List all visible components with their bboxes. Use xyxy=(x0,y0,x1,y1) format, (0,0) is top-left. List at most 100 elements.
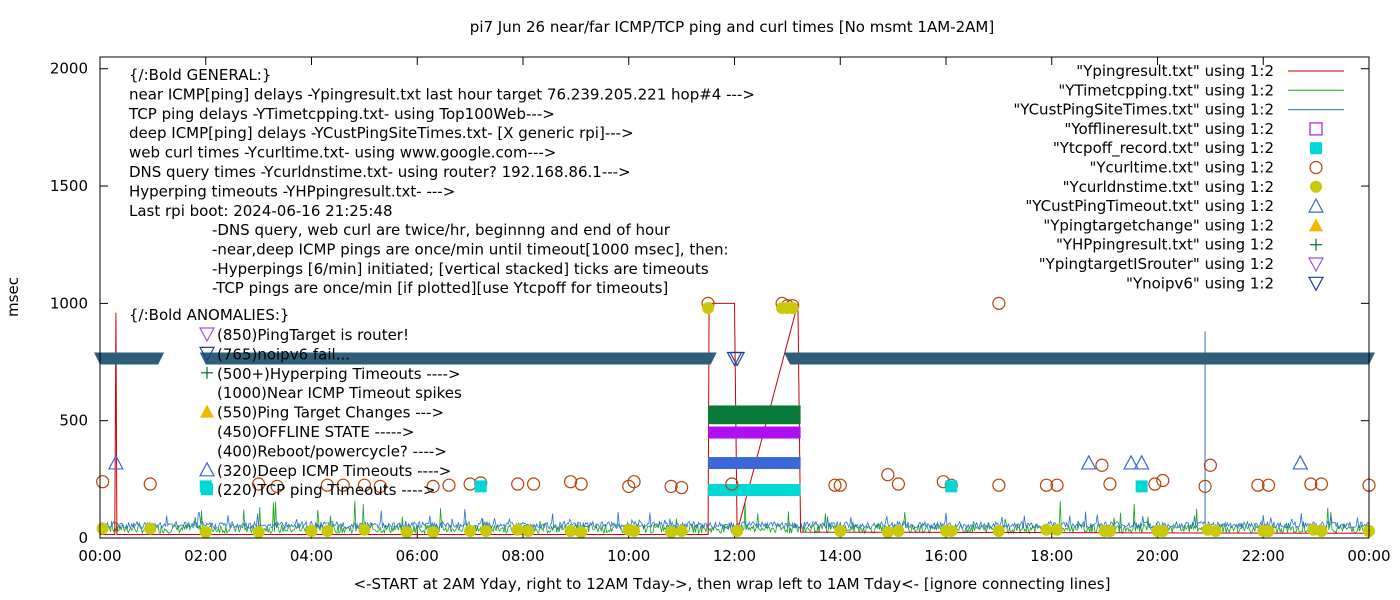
annotation-general: deep ICMP[ping] delays -YCustPingSiteTim… xyxy=(129,124,634,142)
legend-label: "Ycurldnstime.txt" using 1:2 xyxy=(1063,178,1274,196)
annotation-general: near ICMP[ping] delays -Ypingresult.txt … xyxy=(129,85,755,103)
point-Ycurldnstime xyxy=(400,526,413,539)
point-Ycurldnstime xyxy=(358,523,371,536)
x-tick-label: 18:00 xyxy=(1030,547,1073,565)
legend-label: "YpingtargetISrouter" using 1:2 xyxy=(1039,255,1274,273)
annotation-anomaly: (400)Reboot/powercycle? ----> xyxy=(217,442,447,460)
point-Ytcpoff_record xyxy=(474,480,487,493)
point-Ycurldnstime xyxy=(675,524,688,537)
plot-frame xyxy=(99,56,1370,539)
chart-title: pi7 Jun 26 near/far ICMP/TCP ping and cu… xyxy=(470,18,994,36)
y-tick-label: 500 xyxy=(59,412,88,430)
x-tick-label: 06:00 xyxy=(396,547,439,565)
noipv6-band xyxy=(94,352,165,365)
legend-marker xyxy=(1310,180,1322,193)
point-Ycurltime xyxy=(664,479,678,493)
point-Ycurltime xyxy=(627,475,641,489)
point-Ycurltime xyxy=(1039,478,1054,492)
legend-label: "Ytcpoff_record.txt" using 1:2 xyxy=(1053,139,1274,158)
point-Ycurltime xyxy=(675,480,689,495)
x-tick-label: 20:00 xyxy=(1136,547,1179,565)
x-tick-label: 10:00 xyxy=(607,547,650,565)
point-Ycurltime xyxy=(1103,477,1117,491)
point-Ycurltime xyxy=(563,475,578,489)
anomaly-marker xyxy=(198,346,216,362)
point-Ycurltime xyxy=(1203,458,1217,472)
point-Ycurltime xyxy=(336,478,350,492)
legend-label: "Ypingresult.txt" using 1:2 xyxy=(1076,62,1274,80)
anomaly-marker xyxy=(198,461,216,477)
point-Ycurltime xyxy=(270,479,284,493)
plot-area: 0 500 1000 1500 2000 00:00 02:00 04:00 06:00 08:0… xyxy=(50,57,1391,565)
point-Ycurltime xyxy=(1304,477,1318,491)
point-Ycurldnstime xyxy=(305,524,318,537)
annotation-note: -near,deep ICMP pings are once/min until… xyxy=(212,240,729,258)
x-tick-label: 14:00 xyxy=(819,547,862,565)
legend-marker xyxy=(1310,238,1322,251)
x-tick-label: 08:00 xyxy=(501,547,544,565)
annotation-anomaly: (220)TCP ping Timeouts ----> xyxy=(217,481,435,499)
point-Ycurldnstime xyxy=(252,526,265,539)
legend-marker xyxy=(1309,218,1323,232)
anomaly-marker xyxy=(201,483,213,496)
legend: "Ypingresult.txt" using 1:2"YTimetcpping… xyxy=(1013,62,1344,292)
noipv6-band xyxy=(784,352,1375,365)
legend-marker xyxy=(1307,276,1325,292)
y-axis-label: msec xyxy=(4,277,22,317)
annotation-general: Last rpi boot: 2024-06-16 21:25:48 xyxy=(129,202,393,220)
legend-marker xyxy=(1310,142,1322,155)
legend-label: "YCustPingTimeout.txt" using 1:2 xyxy=(1025,197,1274,215)
point-Ytcpoff_record xyxy=(1135,480,1148,493)
x-tick-label: 04:00 xyxy=(290,547,333,565)
legend-label: "Yofflineresult.txt" using 1:2 xyxy=(1064,120,1274,138)
point-Ycurldnstime xyxy=(834,524,847,537)
y-tick-label: 0 xyxy=(78,529,88,547)
point-Ycurldnstime xyxy=(564,524,577,537)
point-Ycurldnstime xyxy=(575,526,588,539)
point-Ycurltime xyxy=(426,479,440,493)
annotation-anomaly: (850)PingTarget is router! xyxy=(217,326,409,344)
point-Ycurltime xyxy=(96,475,110,489)
legend-marker xyxy=(1307,197,1325,213)
y-tick-label: 1500 xyxy=(50,177,88,195)
point-Ycurltime xyxy=(357,478,371,492)
annotations: {/:Bold GENERAL:}near ICMP[ping] delays … xyxy=(128,66,755,499)
x-tick-label: 00:00 xyxy=(78,547,121,565)
point-Ycurltime xyxy=(320,478,334,492)
point-Ycurltime xyxy=(1314,477,1329,491)
annotation-general: DNS query times -Ycurldnstime.txt- using… xyxy=(129,163,631,181)
point-Ycurldnstime xyxy=(427,526,440,539)
point-Ycurltime xyxy=(833,478,847,492)
x-tick-label: 12:00 xyxy=(713,547,756,565)
point-Ycurldnstime xyxy=(511,523,524,536)
annotation-anomaly: (450)OFFLINE STATE -----> xyxy=(217,423,414,441)
annotation-note: -TCP pings are once/min [if plotted][use… xyxy=(212,279,668,297)
legend-label: "YTimetcpping.txt" using 1:2 xyxy=(1058,81,1274,99)
point-Ycurltime xyxy=(622,479,636,493)
point-Ycurltime xyxy=(526,477,541,491)
point-Ycurltime xyxy=(143,477,157,491)
point-Ycurldnstime xyxy=(199,526,212,539)
annotation-note: -DNS query, web curl are twice/hr, begin… xyxy=(212,221,671,239)
point-Ycurldnstime xyxy=(945,524,958,537)
legend-label: "YCustPingSiteTimes.txt" using 1:2 xyxy=(1013,101,1274,119)
point-Ycurldnstime xyxy=(881,526,894,539)
point-YCustPingTimeout xyxy=(1080,454,1097,470)
point-Ycurltime xyxy=(891,477,906,491)
annotation-anomaly: (550)Ping Target Changes ---> xyxy=(217,404,444,422)
tcp-timeout-band xyxy=(708,484,801,497)
point-Ycurldnstime xyxy=(464,524,477,537)
point-Ycurldnstime xyxy=(892,524,905,537)
legend-marker xyxy=(1309,122,1323,136)
point-Ycurldnstime xyxy=(479,524,492,537)
anomaly-marker xyxy=(200,404,214,418)
point-Ycurldnstime xyxy=(992,524,1005,537)
point-Ycurltime xyxy=(992,478,1006,492)
x-tick-label: 00:00 xyxy=(1347,547,1390,565)
legend-label: "YHPpingresult.txt" using 1:2 xyxy=(1056,236,1274,254)
point-Ycurldnstime xyxy=(321,524,334,537)
point-Ycurltime xyxy=(992,296,1006,310)
point-Ycurltime xyxy=(1095,458,1109,472)
x-axis-label: <-START at 2AM Yday, right to 12AM Tday-… xyxy=(354,575,1111,593)
